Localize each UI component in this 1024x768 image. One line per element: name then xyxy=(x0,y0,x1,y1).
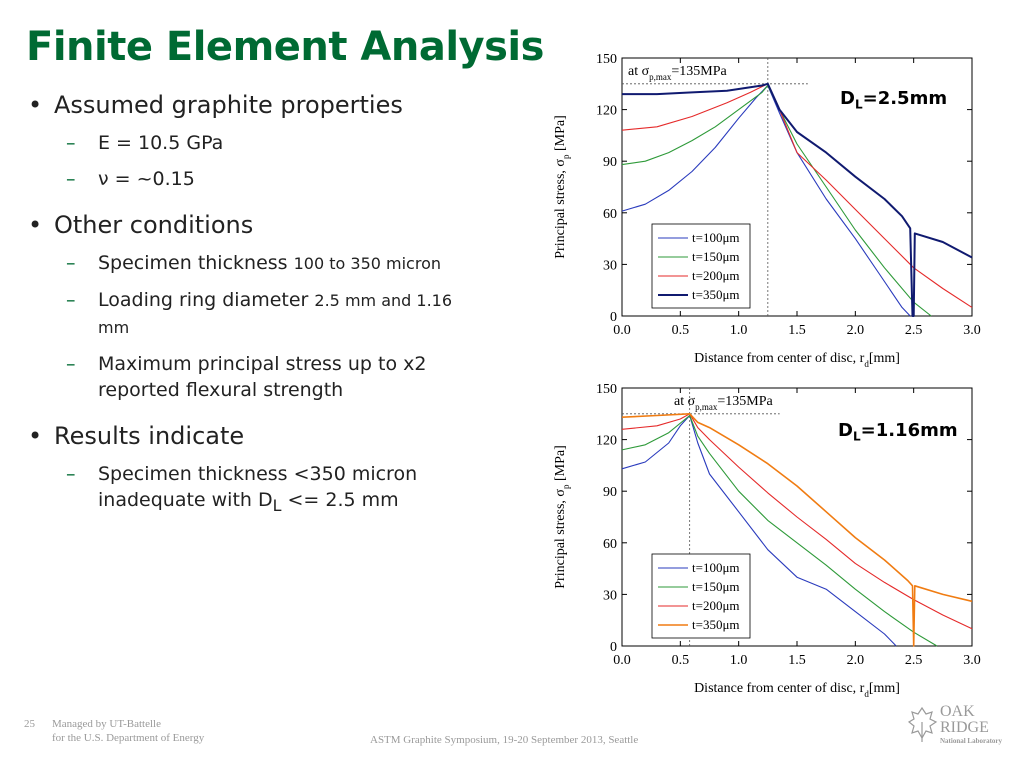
legend-label: t=150μm xyxy=(692,249,740,264)
bullet-item: • Assumed graphite properties xyxy=(28,90,478,120)
legend-label: t=100μm xyxy=(692,230,740,245)
sub-bullet-small-text: 100 to 350 micron xyxy=(293,254,441,273)
sub-bullet-small-text: 2.5 mm and 1.16 mm xyxy=(98,291,453,337)
svg-text:National Laboratory: National Laboratory xyxy=(940,737,1003,745)
bullet-item: • Results indicate xyxy=(28,421,478,451)
series-line xyxy=(621,83,973,308)
sub-bullet-item: – Maximum principal stress up to x2 repo… xyxy=(28,351,478,403)
y-tick-label: 120 xyxy=(596,434,617,449)
x-axis-label: Distance from center of disc, rd[mm] xyxy=(694,681,900,699)
bullet-text: Results indicate xyxy=(54,422,245,450)
x-tick-label: 3.0 xyxy=(963,653,981,668)
chart-label-dl-1-16mm: DL=1.16mm xyxy=(838,420,958,444)
y-tick-label: 150 xyxy=(596,382,617,397)
y-tick-label: 90 xyxy=(603,485,617,500)
y-tick-label: 90 xyxy=(603,155,617,170)
x-tick-label: 0.0 xyxy=(613,323,631,338)
series-line xyxy=(621,414,897,647)
managed-by-text-2: for the U.S. Department of Energy xyxy=(52,732,205,744)
y-tick-label: 60 xyxy=(603,207,617,222)
dash-marker: – xyxy=(66,132,76,154)
bullet-text: Assumed graphite properties xyxy=(54,91,403,119)
slide-title: Finite Element Analysis xyxy=(26,24,544,70)
legend-label: t=150μm xyxy=(692,579,740,594)
sub-bullet-item: – ν = ~0.15 xyxy=(28,166,478,192)
legend-label: t=200μm xyxy=(692,268,740,283)
x-tick-label: 3.0 xyxy=(963,323,981,338)
bullet-item: • Other conditions xyxy=(28,210,478,240)
y-axis-label: Principal stress, σp [MPa] xyxy=(553,445,571,588)
y-tick-label: 0 xyxy=(610,640,617,655)
x-tick-label: 1.5 xyxy=(788,653,806,668)
managed-by-text: Managed by UT-Battelle xyxy=(52,718,161,730)
sub-bullet-item: – E = 10.5 GPa xyxy=(28,130,478,156)
y-tick-label: 150 xyxy=(596,52,617,67)
sub-bullet-text-tail: <= 2.5 mm xyxy=(281,489,399,511)
svg-text:RIDGE: RIDGE xyxy=(940,719,989,736)
y-tick-label: 120 xyxy=(596,104,617,119)
y-tick-label: 30 xyxy=(603,588,617,603)
y-tick-label: 30 xyxy=(603,258,617,273)
sub-bullet-text: Specimen thickness xyxy=(98,252,294,274)
bullet-text: Other conditions xyxy=(54,211,254,239)
y-tick-label: 60 xyxy=(603,537,617,552)
legend-label: t=200μm xyxy=(692,598,740,613)
x-tick-label: 0.5 xyxy=(672,653,690,668)
y-axis-label: Principal stress, σp [MPa] xyxy=(553,115,571,258)
dash-marker: – xyxy=(66,252,76,274)
sub-bullet-text: Loading ring diameter xyxy=(98,289,315,311)
sub-bullet-text: Maximum principal stress up to x2 report… xyxy=(98,353,427,401)
svg-text:OAK: OAK xyxy=(940,703,975,720)
x-tick-label: 2.0 xyxy=(847,653,865,668)
sub-bullet-item: – Specimen thickness 100 to 350 micron xyxy=(28,250,478,277)
stress-chart-dl-2-5mm: 0 30 60 90 120 150 0.0 0.5 1.0 1.5 2.0 2.5 3.0 at σp,… xyxy=(553,52,981,369)
dash-marker: – xyxy=(66,353,76,375)
conference-text: ASTM Graphite Symposium, 19-20 September… xyxy=(370,734,639,746)
x-axis-label: Distance from center of disc, rd[mm] xyxy=(694,351,900,369)
bullet-dot: • xyxy=(28,422,43,450)
subscript: L xyxy=(272,495,282,515)
oak-ridge-logo: OAK RIDGE National Laboratory xyxy=(907,703,1003,745)
legend-label: t=100μm xyxy=(692,560,740,575)
bullet-dot: • xyxy=(28,211,43,239)
x-tick-label: 2.0 xyxy=(847,323,865,338)
dash-marker: – xyxy=(66,168,76,190)
bullet-dot: • xyxy=(28,91,43,119)
peak-annotation: at σp,max=135MPa xyxy=(628,64,728,82)
series-line xyxy=(621,413,973,630)
dash-marker: – xyxy=(66,463,76,485)
x-tick-label: 1.0 xyxy=(730,653,748,668)
dash-marker: – xyxy=(66,289,76,311)
legend-label: t=350μm xyxy=(692,287,740,302)
x-tick-label: 1.5 xyxy=(788,323,806,338)
series-line xyxy=(621,413,973,647)
bullet-list: • Assumed graphite properties – E = 10.5… xyxy=(28,90,478,529)
sub-bullet-item: – Loading ring diameter 2.5 mm and 1.16 … xyxy=(28,287,478,341)
series-line xyxy=(621,414,938,647)
y-tick-label: 0 xyxy=(610,310,617,325)
legend-label: t=350μm xyxy=(692,617,740,632)
stress-chart-dl-1-16mm: 0 30 60 90 120 150 0.0 0.5 1.0 1.5 2.0 2.5 3.0 at σp,… xyxy=(553,382,981,699)
sub-bullet-text: Specimen thickness <350 micron inadequat… xyxy=(98,463,418,511)
x-tick-label: 2.5 xyxy=(905,323,923,338)
peak-annotation: at σp,max=135MPa xyxy=(674,394,774,412)
x-tick-label: 2.5 xyxy=(905,653,923,668)
sub-bullet-text: E = 10.5 GPa xyxy=(98,132,224,154)
chart-label-dl-2-5mm: DL=2.5mm xyxy=(840,88,948,112)
x-tick-label: 1.0 xyxy=(730,323,748,338)
x-tick-label: 0.5 xyxy=(672,323,690,338)
page-number: 25 xyxy=(24,718,35,730)
series-line xyxy=(622,82,973,317)
sub-bullet-item: – Specimen thickness <350 micron inadequ… xyxy=(28,461,478,519)
sub-bullet-text: ν = ~0.15 xyxy=(98,168,195,190)
x-tick-label: 0.0 xyxy=(613,653,631,668)
